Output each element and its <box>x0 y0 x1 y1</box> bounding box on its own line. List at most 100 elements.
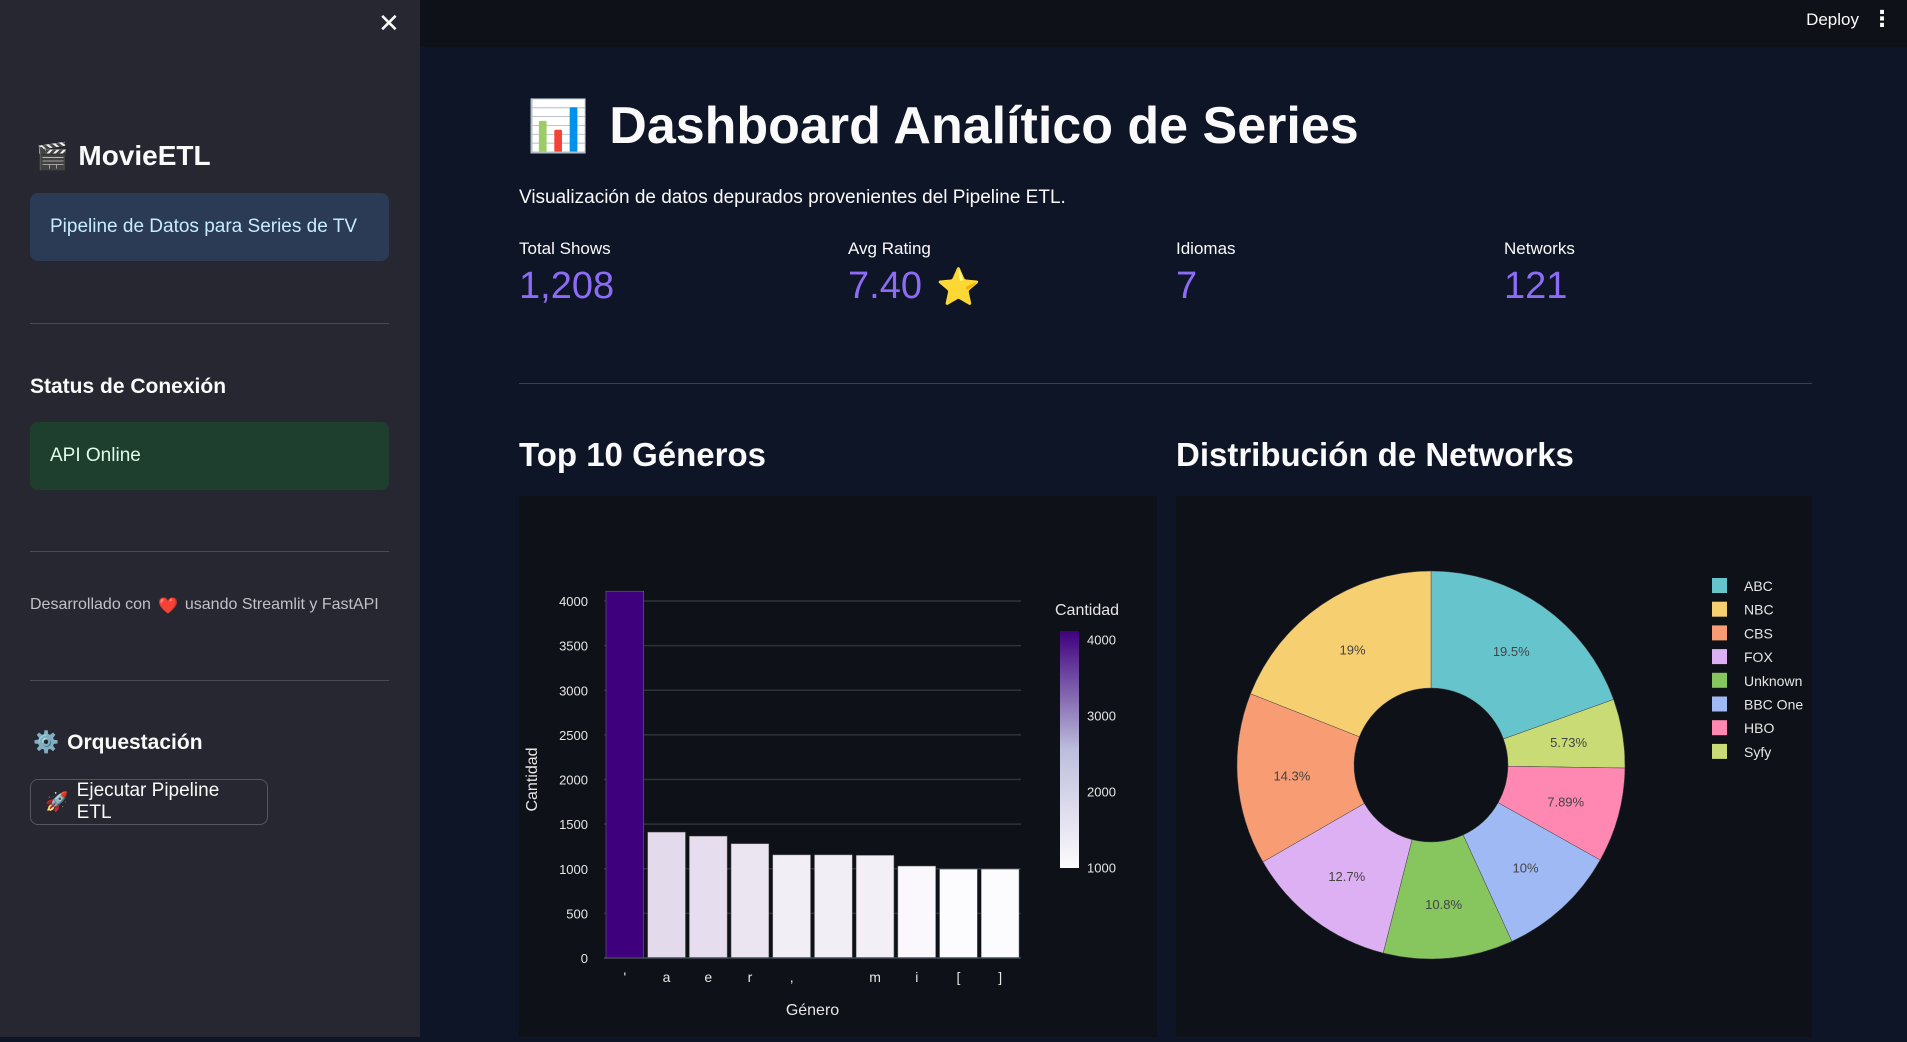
metric-0: Total Shows 1,208 <box>519 239 628 308</box>
metric-label: Idiomas <box>1176 239 1236 258</box>
run-pipeline-label: Ejecutar Pipeline ETL <box>76 780 220 823</box>
y-tick-label: 3000 <box>559 683 588 698</box>
metric-label: Total Shows <box>519 239 611 258</box>
metric-label: Avg Rating <box>848 239 931 258</box>
x-tick-label: , <box>790 969 794 985</box>
divider <box>519 383 1812 384</box>
colorbar-tick: 2000 <box>1087 785 1116 800</box>
bar <box>855 855 895 959</box>
legend-swatch <box>1712 649 1727 665</box>
footer-text: Desarrollado con ❤️ usando Streamlit y F… <box>30 596 379 616</box>
bar <box>939 868 978 959</box>
legend-swatch <box>1712 743 1727 759</box>
x-tick-label: i <box>915 969 918 985</box>
x-tick-label: ] <box>998 969 1002 985</box>
colorbar-tick: 1000 <box>1087 861 1116 876</box>
y-tick-label: 1500 <box>559 817 588 832</box>
y-tick-label: 3500 <box>559 639 588 654</box>
slice-label: 12.7% <box>1328 869 1365 884</box>
y-tick-label: 2000 <box>559 773 588 788</box>
networks-heading: Distribución de Networks <box>1176 436 1574 473</box>
footer-prefix: Desarrollado con <box>30 596 151 613</box>
top-header: Deploy ⋮ <box>420 0 1907 47</box>
slice-label: 14.3% <box>1273 768 1310 783</box>
star-icon: ⭐ <box>935 265 981 307</box>
genres-heading: Top 10 Géneros <box>519 436 766 473</box>
genres-bar-chart: 0 500 1000 1500 2000 2500 3000 3500 4000 ' a e r, m i… <box>519 496 1157 1037</box>
x-tick-label: e <box>704 969 712 985</box>
bar <box>772 854 811 959</box>
legend-swatch <box>1712 720 1727 736</box>
legend-swatch <box>1712 672 1727 688</box>
more-vertical-icon[interactable]: ⋮ <box>1871 6 1893 31</box>
sidebar-brand: 🎬 MovieETL <box>36 140 211 172</box>
slice-label: 10% <box>1513 861 1539 876</box>
legend-swatch <box>1712 601 1727 617</box>
pie-slice <box>1430 570 1614 740</box>
colorbar-tick: 4000 <box>1087 632 1116 647</box>
rocket-icon: 🚀 <box>45 792 69 813</box>
legend-label: NBC <box>1744 602 1774 618</box>
bar <box>730 843 770 959</box>
run-pipeline-button[interactable]: 🚀 Ejecutar Pipeline ETL <box>30 779 268 825</box>
slice-label: 19.5% <box>1493 644 1530 659</box>
x-tick-label: a <box>663 969 671 985</box>
x-tick-label: ' <box>624 969 627 985</box>
footer-suffix: usando Streamlit y FastAPI <box>184 596 379 613</box>
slice-label: 19% <box>1340 643 1366 658</box>
y-tick-label: 2500 <box>559 728 588 743</box>
y-tick-label: 1000 <box>559 862 588 877</box>
bar <box>605 590 644 959</box>
legend-swatch <box>1712 696 1727 712</box>
orchestration-label: Orquestación <box>67 731 203 754</box>
metric-2: Idiomas 7 <box>1176 239 1236 308</box>
legend-label: FOX <box>1744 649 1773 665</box>
page-title: 📊 Dashboard Analítico de Series <box>527 96 1359 156</box>
colorbar-tick: 3000 <box>1087 708 1116 723</box>
divider <box>30 680 389 681</box>
x-axis-title: Género <box>786 1002 839 1019</box>
pie-slice <box>1250 570 1432 738</box>
metric-value: 7 <box>1176 265 1198 307</box>
legend-label: HBO <box>1744 720 1774 736</box>
colorbar <box>1060 631 1079 868</box>
metric-value: 7.40 <box>848 265 922 307</box>
info-box: Pipeline de Datos para Series de TV <box>30 193 389 261</box>
divider <box>30 551 389 552</box>
page-title-text: Dashboard Analítico de Series <box>609 97 1359 155</box>
page-subtitle: Visualización de datos depurados proveni… <box>519 187 1066 208</box>
x-tick-label: r <box>748 969 753 985</box>
y-axis-title: Cantidad <box>524 747 541 811</box>
brand-title: MovieETL <box>78 140 211 171</box>
y-tick-label: 0 <box>581 951 588 966</box>
bar <box>647 831 686 959</box>
y-tick-label: 500 <box>566 906 588 921</box>
x-tick-label: m <box>869 969 881 985</box>
metric-3: Networks 121 <box>1504 239 1581 308</box>
x-tick-label: [ <box>957 969 961 985</box>
y-tick-label: 4000 <box>559 594 588 609</box>
divider <box>30 323 389 324</box>
status-box: API Online <box>30 422 389 490</box>
bar <box>814 854 853 959</box>
pie-slice <box>1262 803 1413 954</box>
slice-label: 10.8% <box>1425 897 1462 912</box>
metric-label: Networks <box>1504 239 1575 258</box>
legend-label: CBS <box>1744 625 1773 641</box>
legend-label: BBC One <box>1744 697 1803 713</box>
bar <box>981 868 1020 959</box>
colorbar-title: Cantidad <box>1055 602 1119 619</box>
legend-label: Syfy <box>1744 744 1771 760</box>
slice-label: 5.73% <box>1550 735 1587 750</box>
pie-slice <box>1236 693 1365 863</box>
deploy-button[interactable]: Deploy <box>1806 10 1859 29</box>
sidebar: ✕ 🎬 MovieETL Pipeline de Datos para Seri… <box>0 0 420 1037</box>
metric-1: Avg Rating 7.40 ⭐ <box>848 239 981 308</box>
metric-value: 121 <box>1504 265 1568 307</box>
bar <box>689 835 728 959</box>
bar-chart-icon: 📊 <box>527 97 590 154</box>
close-icon[interactable]: ✕ <box>378 8 400 38</box>
status-heading: Status de Conexión <box>30 375 227 398</box>
bar <box>897 865 936 959</box>
gear-icon: ⚙️ <box>33 731 60 754</box>
